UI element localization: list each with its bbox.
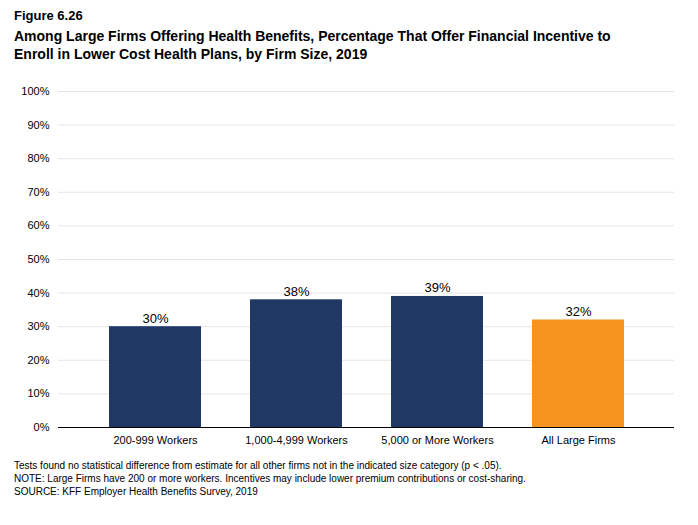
svg-text:40%: 40% (27, 287, 49, 299)
html-text:Enroll in Lower Cost Health Pl: Enroll in Lower Cost Health Plans, by Fi… (14, 46, 368, 62)
svg-text:32%: 32% (565, 304, 591, 319)
svg-text:38%: 38% (283, 284, 309, 299)
html-text:Among Large Firms Offering Hea: Among Large Firms Offering Health Benefi… (14, 28, 611, 44)
svg-text:39%: 39% (424, 280, 450, 295)
svg-text:1,000-4,999 Workers: 1,000-4,999 Workers (245, 434, 348, 446)
html-text:NOTE: Large Firms have 200 or: NOTE: Large Firms have 200 or more worke… (14, 473, 526, 484)
svg-text:50%: 50% (27, 253, 49, 265)
svg-text:60%: 60% (27, 219, 49, 231)
svg-text:90%: 90% (27, 119, 49, 131)
svg-text:0%: 0% (34, 421, 50, 433)
svg-text:100%: 100% (21, 85, 49, 97)
svg-text:30%: 30% (27, 320, 49, 332)
svg-text:70%: 70% (27, 186, 49, 198)
svg-text:80%: 80% (27, 152, 49, 164)
svg-text:5,000 or More Workers: 5,000 or More Workers (381, 434, 494, 446)
html-text:Tests found no statistical dif: Tests found no statistical difference fr… (14, 460, 502, 471)
svg-text:10%: 10% (27, 387, 49, 399)
html-text:SOURCE: KFF Employer Health Be: SOURCE: KFF Employer Health Benefits Sur… (14, 486, 258, 497)
svg-text:200-999 Workers: 200-999 Workers (113, 434, 198, 446)
svg-text:All Large Firms: All Large Firms (542, 434, 616, 446)
svg-text:20%: 20% (27, 354, 49, 366)
svg-text:30%: 30% (142, 311, 168, 326)
html-text:Figure 6.26: Figure 6.26 (14, 8, 83, 23)
